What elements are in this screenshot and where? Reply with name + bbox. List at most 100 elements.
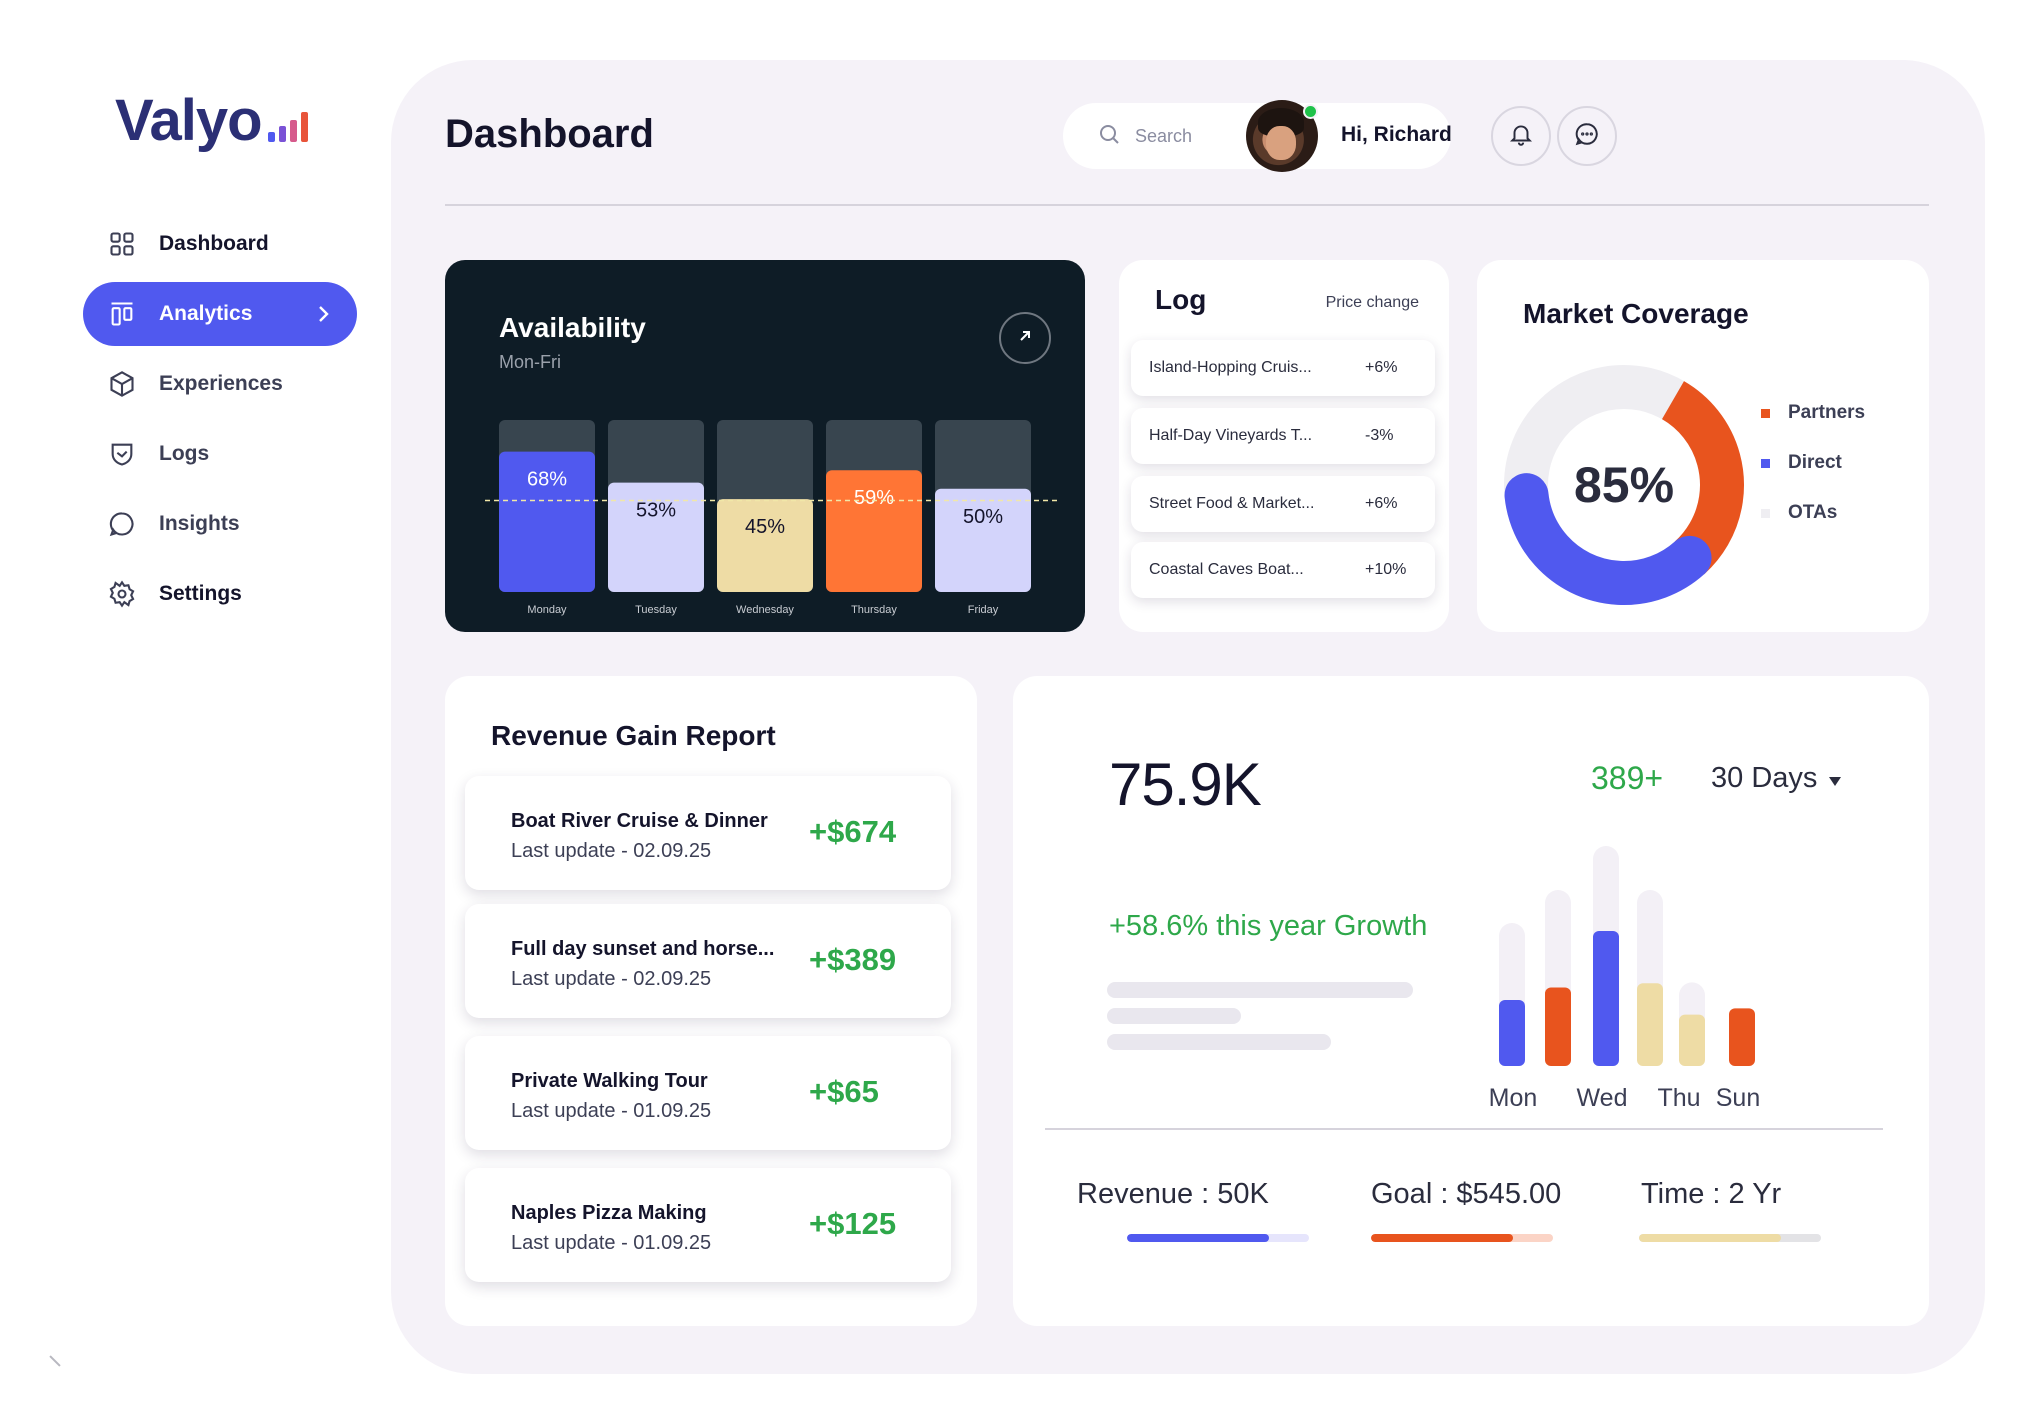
- brand-logo[interactable]: Valyo: [115, 80, 308, 150]
- sidebar-item-label: Dashboard: [159, 232, 269, 255]
- legend-item: Partners: [1761, 400, 1865, 426]
- log-row[interactable]: Street Food & Market... +6%: [1131, 476, 1435, 532]
- weekly-bar: [1593, 931, 1619, 1066]
- revenue-row[interactable]: Naples Pizza Making Last update - 01.09.…: [465, 1168, 951, 1282]
- caret-down-icon: [1829, 777, 1842, 786]
- date-range-dropdown[interactable]: 30 Days: [1711, 762, 1842, 795]
- weekly-tick-label: Wed: [1577, 1084, 1628, 1112]
- revenue-row-date: Last update - 02.09.25: [511, 840, 712, 862]
- chat-dots-icon: [1574, 121, 1600, 152]
- availability-tick-label: Wednesday: [736, 604, 794, 616]
- user-greeting[interactable]: Hi, Richard: [1341, 123, 1452, 146]
- sidebar-item-logs[interactable]: Logs: [83, 422, 357, 486]
- log-row-change: +6%: [1365, 359, 1398, 376]
- sidebar-item-settings[interactable]: Settings: [83, 562, 357, 626]
- log-row-name: Street Food & Market...: [1149, 495, 1315, 512]
- revenue-row[interactable]: Full day sunset and horse... Last update…: [465, 904, 951, 1018]
- logo-bar: [300, 112, 308, 142]
- market-legend: Partners Direct OTAs: [1761, 400, 1865, 550]
- availability-card: 68% Monday 53% Tuesday 45% Wednesday 59% Thursd…: [445, 260, 1085, 632]
- log-row-change: +6%: [1365, 495, 1398, 512]
- stats-divider: [1045, 1128, 1883, 1130]
- log-row[interactable]: Half-Day Vineyards T... -3%: [1131, 408, 1435, 464]
- weekly-bar: [1729, 1008, 1755, 1066]
- header-divider: [445, 204, 1929, 206]
- cube-icon: [107, 369, 137, 399]
- weekly-tick-label: Mon: [1489, 1084, 1538, 1112]
- log-row[interactable]: Island-Hopping Cruis... +6%: [1131, 340, 1435, 396]
- sidebar-item-insights[interactable]: Insights: [83, 492, 357, 556]
- availability-bar: [935, 488, 1031, 592]
- revenue-gain-title: Revenue Gain Report: [491, 720, 776, 751]
- revenue-row-name: Private Walking Tour: [511, 1070, 708, 1092]
- log-card: Log Price change Island-Hopping Cruis...…: [1119, 260, 1449, 632]
- revenue-row-date: Last update - 02.09.25: [511, 968, 712, 990]
- availability-subtitle: Mon-Fri: [499, 352, 561, 372]
- market-coverage-donut: [1504, 365, 1744, 605]
- shield-icon: [107, 439, 137, 469]
- weekly-bar: [1679, 1014, 1705, 1066]
- kpi-bar-fill: [1371, 1234, 1513, 1242]
- sidebar-item-label: Experiences: [159, 372, 283, 395]
- sidebar-item-analytics[interactable]: Analytics: [83, 282, 357, 346]
- revenue-row-amount: +$65: [809, 1074, 879, 1109]
- legend-label: Direct: [1788, 452, 1842, 473]
- sidebar-item-dashboard[interactable]: Dashboard: [83, 212, 357, 276]
- log-row-name: Half-Day Vineyards T...: [1149, 427, 1313, 444]
- revenue-row[interactable]: Private Walking Tour Last update - 01.09…: [465, 1036, 951, 1150]
- market-coverage-title: Market Coverage: [1523, 298, 1749, 329]
- log-row-change: -3%: [1365, 427, 1394, 444]
- revenue-row[interactable]: Boat River Cruise & Dinner Last update -…: [465, 776, 951, 890]
- skeleton-line: [1107, 1008, 1241, 1024]
- availability-tick-label: Monday: [527, 604, 567, 616]
- legend-swatch: [1761, 408, 1770, 418]
- availability-bar-label: 59%: [854, 487, 894, 509]
- availability-bar-label: 53%: [636, 500, 676, 522]
- market-coverage-card: Market Coverage 85% Partners Direct OTAs: [1477, 260, 1929, 632]
- growth-text: +58.6% this year Growth: [1109, 910, 1428, 942]
- total-value: 75.9K: [1109, 751, 1262, 818]
- booking-count: 389+: [1591, 760, 1664, 796]
- weekly-bar: [1499, 1000, 1525, 1066]
- sidebar-item-label: Insights: [159, 512, 240, 535]
- messages-button[interactable]: [1557, 106, 1617, 166]
- weekly-bar: [1637, 983, 1663, 1066]
- availability-bar-label: 50%: [963, 506, 1003, 528]
- skeleton-line: [1107, 1034, 1331, 1050]
- avatar[interactable]: [1246, 100, 1318, 172]
- notifications-button[interactable]: [1491, 106, 1551, 166]
- availability-tick-label: Thursday: [851, 604, 897, 616]
- revenue-row-amount: +$674: [809, 814, 897, 849]
- chevron-right-icon: [311, 302, 335, 326]
- kpi-time-bar: [1639, 1234, 1821, 1242]
- kpi-goal-bar: [1371, 1234, 1553, 1242]
- bell-icon: [1508, 121, 1534, 152]
- log-row-name: Coastal Caves Boat...: [1149, 561, 1304, 578]
- logo-bar: [267, 132, 275, 142]
- arrow-up-right-icon: [1018, 329, 1032, 348]
- skeleton-line: [1107, 982, 1413, 998]
- revenue-gain-card: Revenue Gain Report Boat River Cruise & …: [445, 676, 977, 1326]
- kpi-bar-fill: [1127, 1234, 1269, 1242]
- expand-button[interactable]: [999, 312, 1051, 364]
- page-title: Dashboard: [445, 112, 654, 156]
- sidebar-item-experiences[interactable]: Experiences: [83, 352, 357, 416]
- sidebar-nav: Dashboard Analytics Experiences Logs Ins…: [83, 212, 357, 632]
- columns-icon: [107, 299, 137, 329]
- availability-tick-label: Tuesday: [635, 604, 677, 616]
- legend-swatch: [1761, 508, 1770, 518]
- log-row-name: Island-Hopping Cruis...: [1149, 359, 1312, 376]
- chat-bubble-icon: [107, 509, 137, 539]
- availability-tick-label: Friday: [968, 604, 999, 616]
- log-row[interactable]: Coastal Caves Boat... +10%: [1131, 542, 1435, 598]
- weekly-tick-label: Thu: [1657, 1084, 1700, 1112]
- sidebar-item-label: Analytics: [159, 302, 253, 325]
- corner-mark: [49, 1355, 61, 1367]
- legend-item: Direct: [1761, 450, 1865, 476]
- availability-bar-label: 45%: [745, 516, 785, 538]
- legend-swatch: [1761, 458, 1770, 468]
- weekly-bar: [1545, 987, 1571, 1066]
- legend-item: OTAs: [1761, 500, 1865, 526]
- revenue-row-amount: +$389: [809, 942, 897, 977]
- log-subtitle: Price change: [1325, 294, 1419, 311]
